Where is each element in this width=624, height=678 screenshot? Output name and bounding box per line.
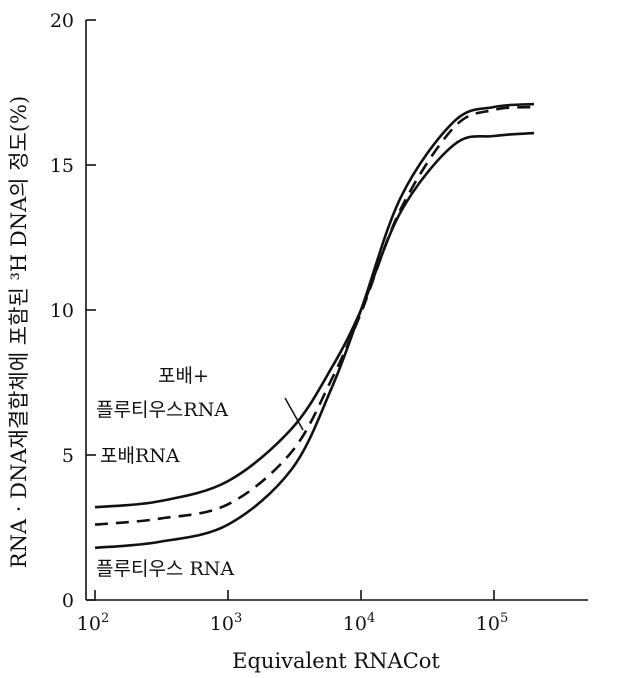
mixed-label-leader [284,397,304,431]
x-tick-label: 104 [343,611,375,635]
y-tick-label: 20 [50,10,74,32]
x-tick-label: 105 [476,611,508,635]
x-axis-title: Equivalent RNACot [232,649,440,673]
blastula-label: 포배RNA [100,445,180,467]
y-tick-label: 5 [62,445,74,467]
y-tick-label: 15 [50,155,74,177]
axes [85,20,588,601]
x-tick-label: 102 [77,611,109,635]
series-line-3 [94,102,535,550]
y-axis-title: RNA · DNA재결합체에 포함된 ³H DNA의 정도(%) [7,96,31,568]
tick-labels: 0 5 10 15 20 102 103 104 105 [50,10,508,635]
mixed-label-line1: 포배+ [158,365,209,387]
y-tick-label: 0 [62,590,74,612]
series-line-2 [94,105,535,526]
y-tick-label: 10 [50,300,74,322]
series-layer [94,102,535,550]
x-tick-label: 103 [210,611,242,635]
ticks [86,19,495,601]
mixed-label-line2: 플루티우스RNA [96,399,228,421]
pluteus-label: 플루티우스 RNA [96,558,234,580]
series-line-1 [94,131,535,509]
